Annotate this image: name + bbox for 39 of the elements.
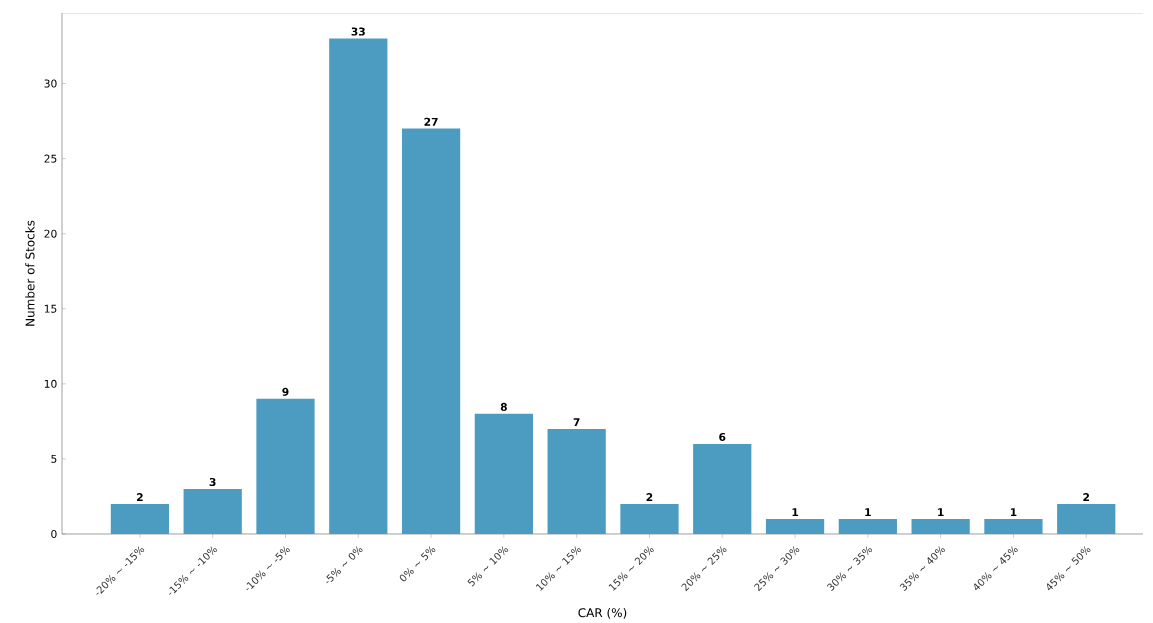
bar: [547, 428, 606, 534]
bar: [401, 128, 461, 534]
bar: [110, 503, 170, 534]
data-label: 1: [1010, 508, 1017, 517]
y-tick-label: 20: [44, 229, 57, 238]
data-label: 1: [865, 508, 871, 517]
y-tick-label: 5: [51, 454, 57, 463]
x-tick-label: -5% ~ 0%: [326, 546, 363, 584]
data-label: 2: [137, 493, 143, 501]
data-label: 9: [282, 387, 289, 396]
y-tick-label: 15: [44, 304, 57, 313]
x-axis-title: CAR (%): [578, 607, 627, 619]
y-tick-label: 25: [44, 154, 57, 163]
bar: [765, 518, 825, 534]
y-tick-label: 30: [44, 79, 57, 88]
y-tick-label: 0: [51, 529, 57, 538]
data-label: 1: [792, 508, 799, 517]
bar: [474, 413, 533, 534]
y-axis-title: Number of Stocks: [25, 220, 35, 326]
y-tick-label: 10: [44, 379, 57, 388]
data-label: 3: [209, 477, 216, 486]
bar: [693, 443, 752, 534]
bar: [620, 503, 679, 534]
bar: [911, 518, 970, 534]
bar: [329, 38, 388, 534]
data-label: 2: [646, 493, 653, 501]
bar: [1057, 503, 1116, 534]
data-label: 8: [500, 402, 507, 411]
bar: [256, 398, 315, 534]
data-label: 1: [938, 508, 944, 517]
data-label: 27: [424, 117, 438, 126]
data-label: 2: [1083, 493, 1090, 501]
data-label: 7: [573, 418, 580, 426]
bar: [183, 488, 242, 534]
x-tick-label: 0% ~ 5%: [399, 546, 436, 582]
data-label: 33: [351, 27, 365, 36]
bar: [838, 518, 897, 534]
data-label: 6: [719, 432, 726, 441]
bar: [984, 518, 1043, 534]
